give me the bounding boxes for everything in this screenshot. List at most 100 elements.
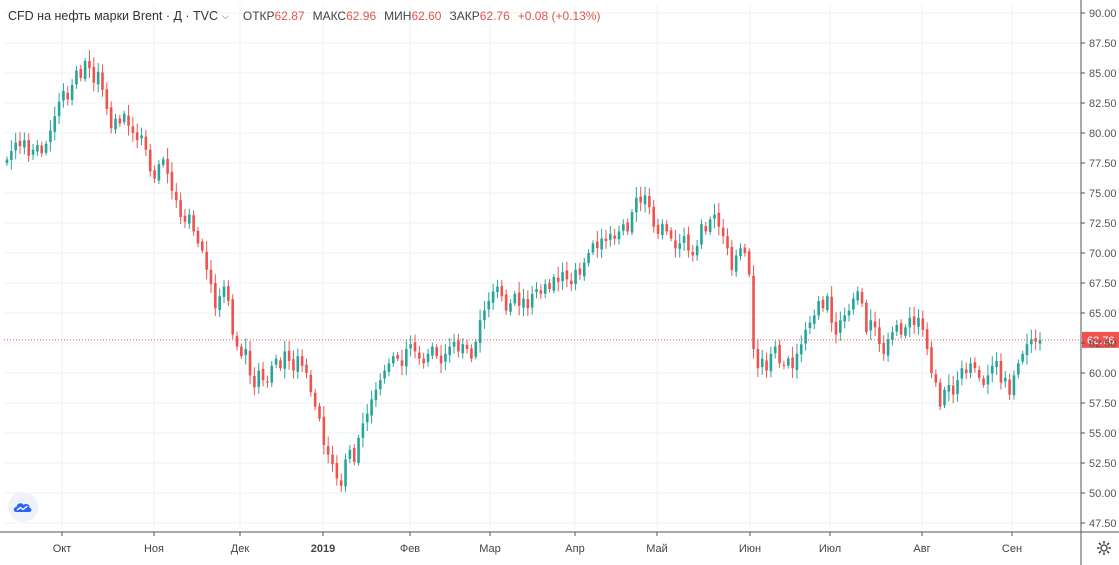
candle-body	[821, 299, 825, 309]
ohlc-values: ОТКР62.87 МАКС62.96 МИН62.60 ЗАКР62.76 +…	[243, 9, 601, 23]
change-value: +0.08 (+0.13%)	[517, 9, 601, 23]
candle-body	[535, 289, 538, 292]
candle-body	[743, 247, 747, 253]
candle-body	[214, 283, 217, 309]
candle-body	[426, 353, 430, 363]
candle-body	[435, 347, 438, 357]
candle-body	[895, 325, 899, 332]
candle-body	[192, 215, 195, 232]
y-tick-label: 65.00	[1089, 308, 1117, 320]
x-tick-label: Ноя	[144, 543, 164, 555]
candle-body	[739, 248, 742, 256]
chevron-down-icon[interactable]: ⌵	[222, 10, 229, 21]
candle-body	[318, 406, 321, 419]
candle-body	[999, 361, 1003, 383]
candle-body	[843, 315, 846, 322]
candle-body	[721, 227, 725, 237]
gear-icon[interactable]	[1093, 537, 1115, 559]
candle-body	[669, 230, 673, 239]
candle-body	[127, 115, 130, 126]
candle-body	[839, 320, 842, 333]
candle-body	[270, 365, 274, 383]
last-price-badge	[1082, 331, 1119, 348]
candle-body	[917, 317, 920, 327]
candle-body	[244, 349, 248, 355]
candle-body	[517, 292, 521, 306]
candle-body	[257, 370, 261, 387]
candle-body	[860, 292, 864, 304]
low-label: МИН	[384, 9, 412, 23]
candle-body	[643, 195, 647, 205]
candle-body	[561, 272, 564, 282]
candle-body	[57, 101, 61, 117]
candle-body	[157, 164, 161, 181]
candle-body	[431, 346, 434, 356]
candle-body	[218, 296, 221, 310]
candle-body	[626, 222, 629, 232]
candle-body	[483, 310, 486, 321]
candle-body	[687, 234, 690, 251]
candle-body	[526, 299, 530, 309]
candle-body	[1016, 363, 1020, 375]
candle-body	[956, 380, 959, 394]
candle-body	[465, 344, 469, 349]
candle-body	[296, 356, 300, 372]
candle-body	[391, 356, 395, 364]
candle-body	[309, 374, 313, 393]
candle-body	[708, 219, 712, 232]
candle-body	[891, 332, 894, 340]
candle-body	[834, 322, 838, 335]
candle-body	[487, 301, 491, 310]
symbol-title[interactable]: CFD на нефть марки Brent · Д · TVC	[8, 9, 219, 23]
candle-body	[778, 344, 781, 364]
x-tick-label: Апр	[565, 543, 584, 555]
candle-body	[196, 230, 200, 244]
candle-body	[452, 341, 456, 347]
y-tick-label: 57.50	[1089, 398, 1117, 410]
candle-body	[938, 382, 942, 407]
y-tick-label: 50.00	[1089, 488, 1117, 500]
candle-body	[135, 132, 139, 141]
open-value: 62.87	[274, 9, 305, 23]
candle-body	[704, 226, 708, 232]
candle-body	[331, 454, 334, 465]
candle-body	[10, 151, 13, 160]
candle-body	[1008, 379, 1011, 395]
candle-body	[869, 320, 873, 331]
candle-body	[600, 238, 603, 250]
candle-body	[548, 283, 551, 289]
candle-body	[40, 145, 44, 154]
tradingview-cloud-icon[interactable]	[8, 492, 38, 522]
candle-body	[409, 344, 412, 349]
candle-body	[734, 255, 738, 272]
y-tick-label: 62.50	[1089, 338, 1117, 350]
candle-body	[943, 389, 946, 406]
candle-body	[713, 214, 716, 219]
candle-body	[14, 142, 17, 151]
x-tick-label: Май	[646, 543, 668, 555]
candle-body	[795, 353, 799, 370]
candle-body	[118, 118, 122, 124]
candle-body	[960, 368, 964, 379]
candle-body	[1003, 377, 1007, 382]
close-value: 62.76	[479, 9, 510, 23]
candle-body	[630, 212, 634, 233]
candle-body	[474, 341, 478, 357]
candle-body	[222, 286, 226, 297]
candle-body	[209, 269, 213, 285]
y-tick-label: 72.50	[1089, 218, 1117, 230]
candle-body	[339, 480, 343, 486]
y-tick-label: 82.50	[1089, 98, 1117, 110]
y-tick-label: 55.00	[1089, 428, 1117, 440]
candle-body	[322, 416, 326, 445]
candle-body	[852, 298, 855, 310]
candle-body	[799, 344, 803, 355]
candle-body	[105, 89, 109, 109]
candle-body	[765, 360, 768, 371]
candle-body	[201, 241, 204, 251]
candle-body	[36, 145, 39, 152]
candle-body	[183, 215, 187, 222]
candle-body	[565, 270, 569, 280]
candle-body	[101, 72, 104, 90]
